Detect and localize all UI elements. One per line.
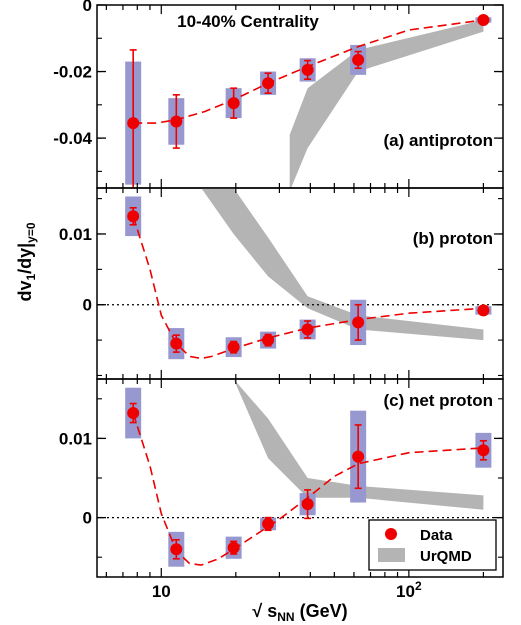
data-point <box>227 541 240 554</box>
y-tick-label: 0.01 <box>59 225 92 244</box>
data-point <box>170 543 183 556</box>
axis-labels: 10 102√ sNN (GeV)dv1/dy|y=0 <box>15 222 422 624</box>
data-point <box>477 13 490 26</box>
urqmd-band <box>201 188 484 341</box>
y-tick-label: 0 <box>83 0 92 15</box>
legend-data-label: Data <box>420 527 453 544</box>
data-point <box>262 334 275 347</box>
urqmd-band <box>233 379 484 510</box>
x-axis-label-sub: NN <box>277 610 294 624</box>
panel-plot-area <box>97 379 503 567</box>
data-point <box>127 210 140 223</box>
data-point <box>477 304 490 317</box>
legend-urqmd-label: UrQMD <box>420 548 472 565</box>
panel-plot-area <box>97 188 503 360</box>
y-tick-label: 0 <box>83 296 92 315</box>
data-point <box>301 498 314 511</box>
x-axis-label-units: (GeV) <box>295 601 348 621</box>
y-axis-label-part: /dy| <box>15 243 35 274</box>
data-point <box>227 341 240 354</box>
data-point <box>301 63 314 76</box>
data-point <box>352 450 365 463</box>
y-tick-label: -0.02 <box>53 63 92 82</box>
legend-data-marker <box>385 528 397 540</box>
y-tick-label: -0.04 <box>53 129 92 148</box>
chart-title: 10-40% Centrality <box>177 12 319 31</box>
data-point <box>127 407 140 420</box>
data-point <box>262 517 275 530</box>
x-axis-label: √ sNN (GeV) <box>252 601 347 624</box>
panel-plot-area <box>125 13 492 188</box>
x-tick-label-sup: 2 <box>415 579 422 593</box>
y-tick-label: 0 <box>83 509 92 528</box>
data-point <box>301 323 314 336</box>
panel-2: 0.01 0 (c) net proton <box>59 378 504 578</box>
data-point <box>262 77 275 90</box>
data-point <box>170 115 183 128</box>
panel-frame <box>96 187 504 380</box>
data-point <box>352 316 365 329</box>
data-point <box>227 97 240 110</box>
panel-label: (a) antiproton <box>383 131 493 150</box>
panel-label: (b) proton <box>413 229 493 248</box>
x-tick-label: 10 <box>152 582 171 601</box>
data-point <box>352 53 365 66</box>
urqmd-band <box>289 20 484 188</box>
panels: 0 -0.02 -0.04 (a) antiproton 0.01 0 (b) proton… <box>53 0 504 578</box>
data-point <box>170 337 183 350</box>
legend-urqmd-marker <box>378 548 405 562</box>
y-axis-label-part: dv <box>15 281 35 302</box>
data-point <box>477 444 490 457</box>
y-axis-label: dv1/dy|y=0 <box>15 222 38 301</box>
y-tick-label: 0.01 <box>59 429 92 448</box>
panel-label: (c) net proton <box>383 391 493 410</box>
panel-1: 0.01 0 (b) proton <box>59 187 504 380</box>
y-axis-label-part: y=0 <box>24 222 38 243</box>
fit-curve <box>133 19 484 124</box>
data-point <box>127 117 140 130</box>
x-tick-label: 102 <box>396 579 422 601</box>
legend: Data UrQMD <box>368 519 497 571</box>
y-axis-label-part: 1 <box>24 274 38 281</box>
